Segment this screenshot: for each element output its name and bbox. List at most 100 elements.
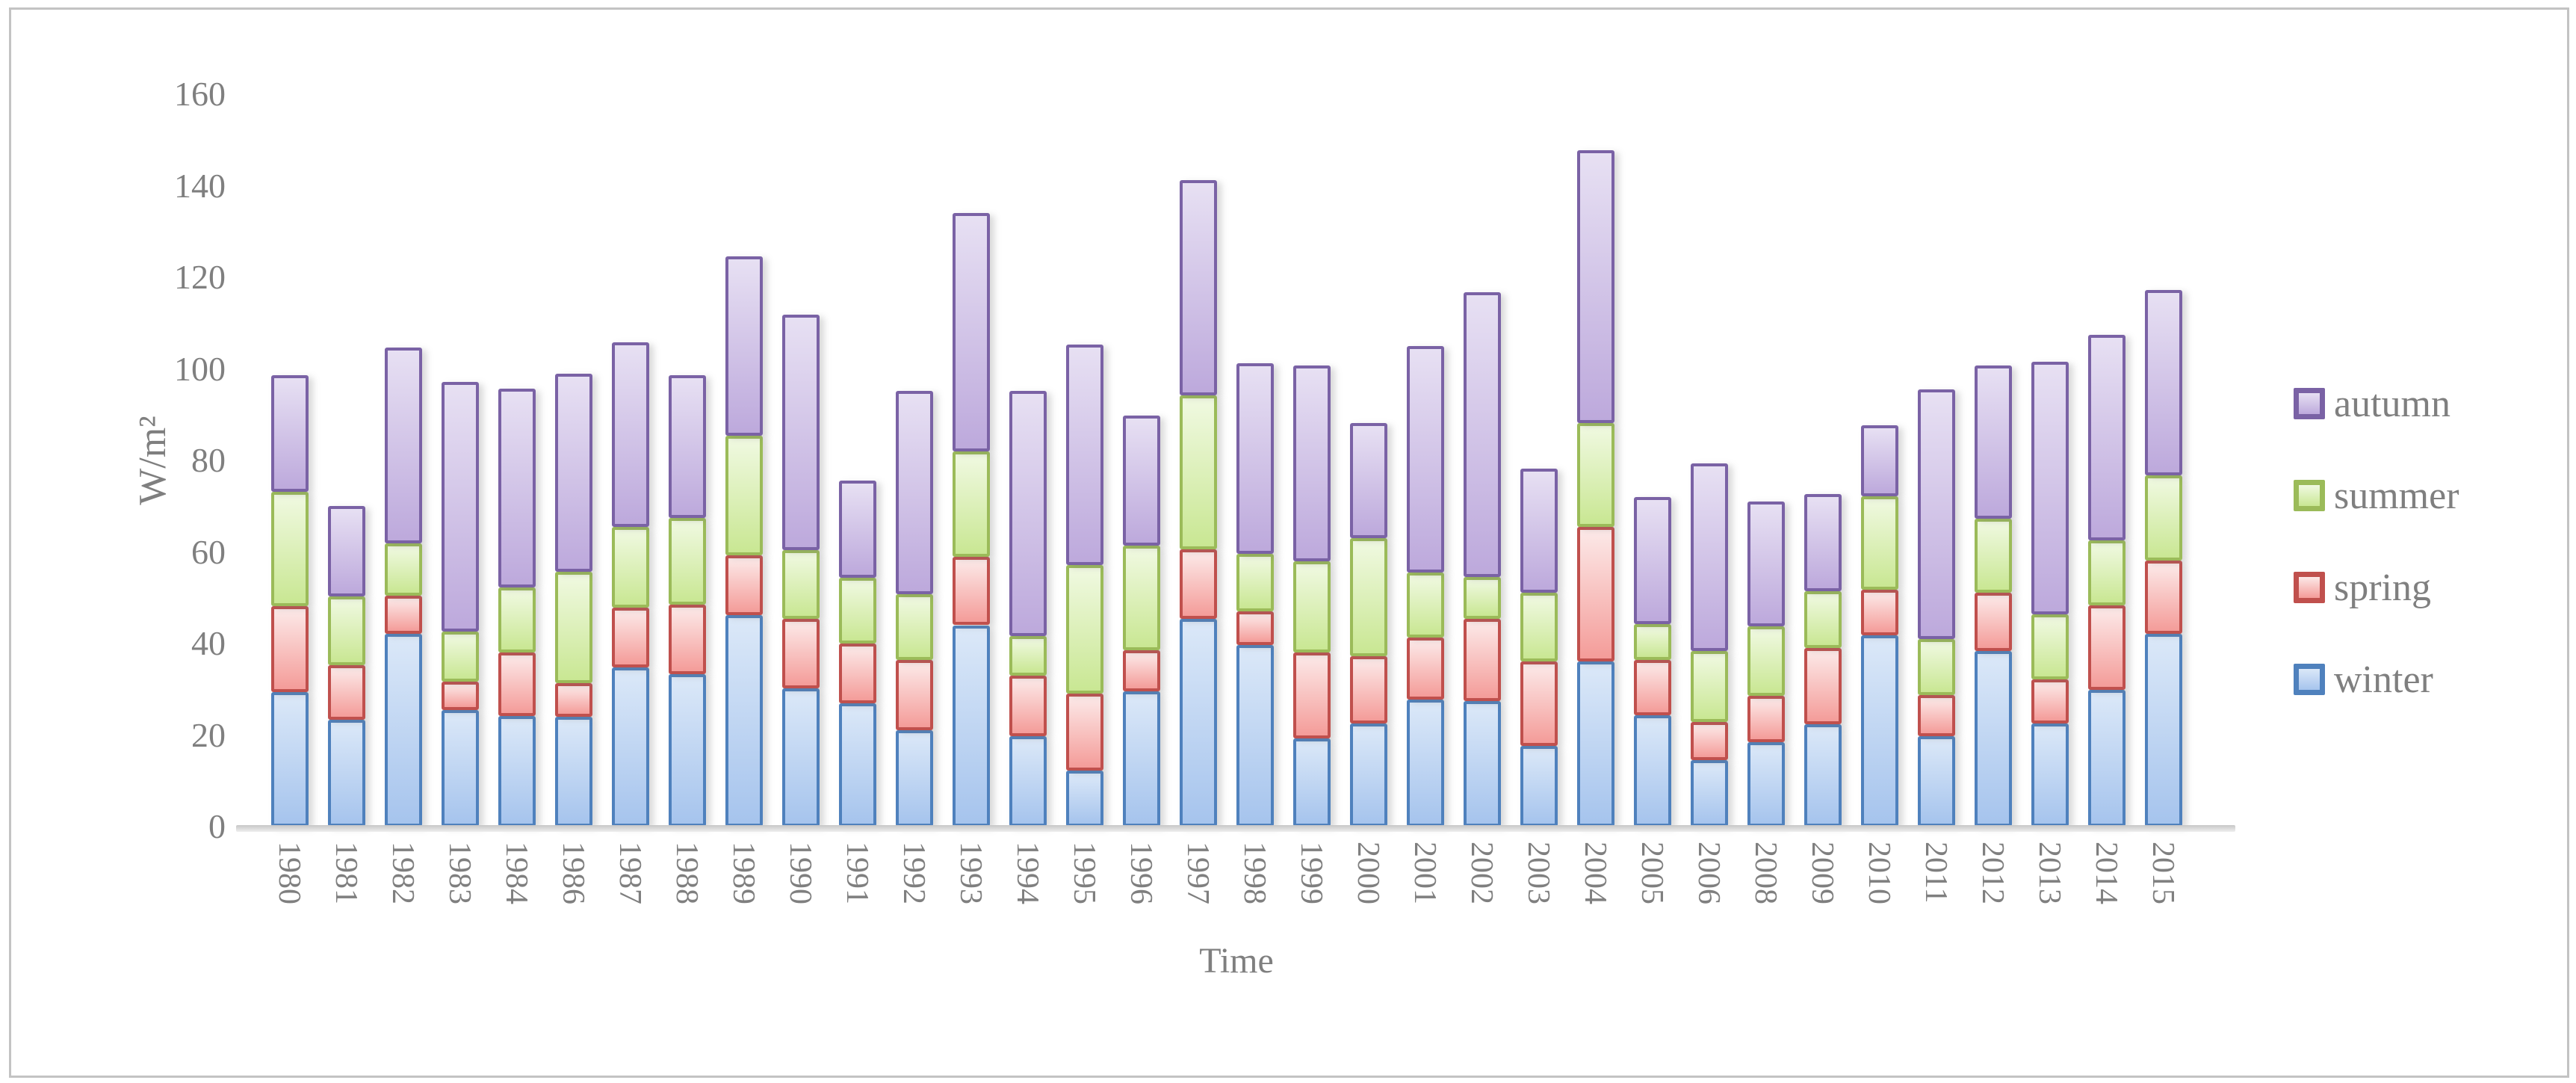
bar-1998-winter — [1236, 644, 1274, 827]
bar-1993-autumn — [953, 213, 990, 452]
legend-swatch-autumn-icon — [2294, 388, 2325, 419]
bar-2001-autumn — [1407, 345, 1444, 573]
bar-1980-autumn — [271, 375, 309, 492]
bar-2008-autumn — [1747, 502, 1785, 626]
bar-1996-winter — [1123, 691, 1160, 827]
bar-2015-autumn — [2145, 289, 2182, 476]
x-tick-2004: 2004 — [1578, 842, 1612, 904]
bar-1984-summer — [498, 587, 536, 652]
bar-1980-winter — [271, 691, 309, 827]
bar-1990-spring — [782, 618, 820, 689]
legend-item-autumn: autumn — [2294, 381, 2450, 426]
legend-item-winter: winter — [2294, 657, 2433, 702]
bar-2001-winter — [1407, 700, 1444, 827]
bar-1991-summer — [839, 577, 876, 644]
bar-2006-spring — [1691, 722, 1728, 760]
bar-2002-autumn — [1464, 292, 1501, 577]
bar-1986-summer — [555, 571, 592, 684]
bar-1987-winter — [612, 667, 649, 827]
bar-1997-spring — [1180, 549, 1217, 619]
bar-2013-winter — [2031, 723, 2069, 827]
bar-2006-summer — [1691, 651, 1728, 723]
bar-1988-winter — [669, 674, 706, 827]
bar-1999-spring — [1293, 652, 1331, 738]
bar-1991-winter — [839, 703, 876, 827]
x-tick-1999: 1999 — [1294, 842, 1328, 904]
x-tick-2015: 2015 — [2146, 842, 2180, 904]
bar-1998-autumn — [1236, 363, 1274, 554]
bar-2004-winter — [1577, 661, 1614, 827]
legend-item-spring: spring — [2294, 565, 2431, 610]
x-tick-1989: 1989 — [726, 842, 761, 904]
bar-2010-autumn — [1861, 425, 1898, 496]
bar-1992-spring — [896, 660, 933, 731]
x-tick-1995: 1995 — [1067, 842, 1101, 904]
x-tick-1990: 1990 — [783, 842, 817, 904]
x-axis-title: Time — [1199, 941, 1274, 981]
bar-2004-summer — [1577, 422, 1614, 528]
x-tick-1981: 1981 — [329, 842, 363, 904]
bar-1981-winter — [328, 720, 365, 827]
x-tick-2014: 2014 — [2089, 842, 2123, 904]
bar-1992-summer — [896, 593, 933, 661]
y-tick-20: 20 — [191, 715, 226, 754]
bar-1983-autumn — [442, 381, 479, 632]
bar-1998-spring — [1236, 611, 1274, 645]
y-tick-0: 0 — [208, 807, 226, 845]
x-axis-line — [236, 825, 2235, 832]
bar-2011-summer — [1918, 638, 1955, 695]
bar-2013-summer — [2031, 614, 2069, 680]
bar-2005-summer — [1634, 623, 1671, 661]
bar-1986-autumn — [555, 374, 592, 572]
bar-1987-summer — [612, 526, 649, 608]
bar-2000-winter — [1350, 723, 1387, 827]
y-tick-40: 40 — [191, 624, 226, 662]
bar-1983-winter — [442, 710, 479, 827]
bar-1995-autumn — [1066, 345, 1103, 566]
bar-1990-autumn — [782, 315, 820, 551]
bar-1986-spring — [555, 683, 592, 717]
bar-1989-spring — [725, 555, 763, 616]
bar-2012-winter — [1975, 651, 2012, 827]
bar-1986-winter — [555, 717, 592, 827]
bar-1996-autumn — [1123, 415, 1160, 546]
bar-2009-spring — [1804, 647, 1842, 725]
bar-1992-winter — [896, 730, 933, 827]
bar-2002-spring — [1464, 618, 1501, 702]
bar-1991-spring — [839, 644, 876, 703]
y-tick-60: 60 — [191, 532, 226, 571]
x-tick-2013: 2013 — [2032, 842, 2066, 904]
bar-1989-summer — [725, 435, 763, 556]
bar-1989-autumn — [725, 256, 763, 436]
bar-2001-spring — [1407, 638, 1444, 700]
bar-1984-autumn — [498, 388, 536, 588]
bar-2005-winter — [1634, 715, 1671, 827]
bar-2011-autumn — [1918, 389, 1955, 639]
bar-1981-spring — [328, 664, 365, 721]
legend-label-summer: summer — [2334, 474, 2459, 517]
bar-1997-summer — [1180, 395, 1217, 550]
bar-1980-spring — [271, 605, 309, 692]
bar-1994-autumn — [1009, 390, 1047, 637]
bar-2004-spring — [1577, 527, 1614, 661]
bar-1987-autumn — [612, 342, 649, 527]
plot-area — [247, 94, 2226, 827]
bar-1993-summer — [953, 451, 990, 558]
bar-2011-winter — [1918, 735, 1955, 827]
y-tick-160: 160 — [174, 75, 226, 113]
bar-1982-winter — [385, 633, 422, 827]
legend-label-winter: winter — [2334, 658, 2433, 701]
x-tick-1984: 1984 — [499, 842, 533, 904]
x-tick-1993: 1993 — [953, 842, 988, 904]
bar-2003-winter — [1520, 746, 1558, 827]
bar-1999-autumn — [1293, 365, 1331, 562]
bar-2008-winter — [1747, 742, 1785, 827]
bar-1995-summer — [1066, 565, 1103, 694]
bar-1984-spring — [498, 652, 536, 716]
bar-2008-summer — [1747, 626, 1785, 697]
bar-1996-spring — [1123, 650, 1160, 691]
x-tick-1986: 1986 — [556, 842, 590, 904]
bar-2013-spring — [2031, 679, 2069, 723]
x-tick-1980: 1980 — [272, 842, 306, 904]
x-tick-2001: 2001 — [1408, 842, 1442, 904]
